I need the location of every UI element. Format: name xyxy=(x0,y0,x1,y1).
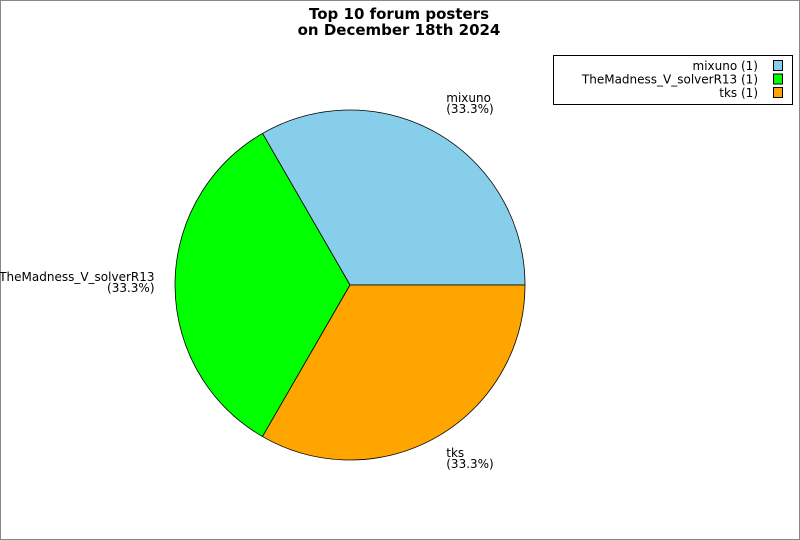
pie-slice xyxy=(261,109,526,286)
slice-percent: (33.3%) xyxy=(446,102,493,116)
slice-label: tks xyxy=(446,446,464,460)
legend-label: tks (1) xyxy=(719,86,758,100)
slice-label: TheMadness_V_solverR13 xyxy=(0,270,155,284)
legend-box xyxy=(553,55,793,105)
legend-swatch xyxy=(773,87,783,98)
pie-slice xyxy=(261,284,526,461)
slice-percent: (33.3%) xyxy=(446,457,493,471)
legend-swatch xyxy=(773,73,783,85)
slice-percent: (33.3%) xyxy=(107,281,154,295)
legend-swatch xyxy=(773,60,783,71)
pie-slice xyxy=(174,132,351,438)
legend-label: mixuno (1) xyxy=(693,59,759,73)
legend-label: TheMadness_V_solverR13 (1) xyxy=(581,73,758,87)
chart-title: on December 18th 2024 xyxy=(298,21,501,39)
chart-title: Top 10 forum posters xyxy=(309,5,489,23)
slice-label: mixuno xyxy=(446,91,491,105)
